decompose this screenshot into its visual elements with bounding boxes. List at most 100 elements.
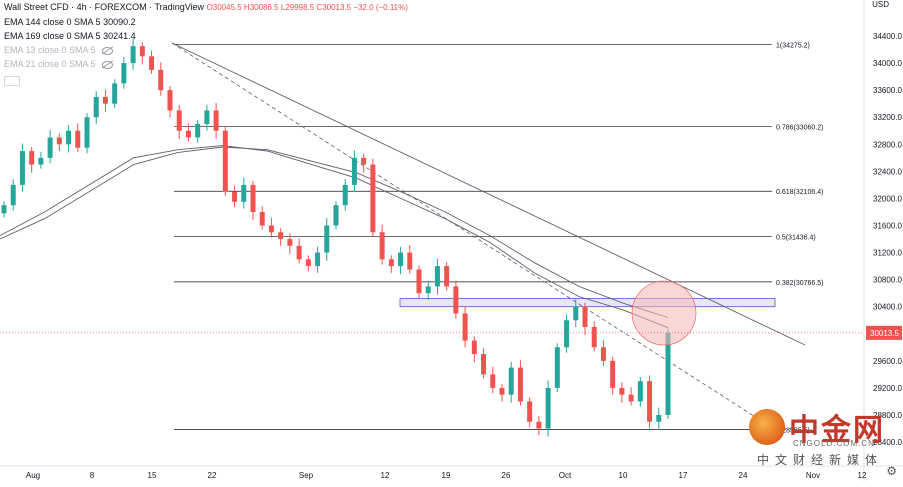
candle: [351, 150, 357, 192]
indicator-ema13[interactable]: EMA 13 close 0 SMA 5: [4, 45, 114, 55]
candle-body: [425, 286, 431, 294]
candle-body: [564, 320, 570, 348]
candle: [287, 233, 293, 254]
indicator-ema21[interactable]: EMA 21 close 0 SMA 5: [4, 59, 114, 69]
candle: [434, 258, 440, 295]
candle: [545, 380, 551, 437]
candle-body: [554, 347, 560, 388]
y-tick-label: 31200.0: [873, 249, 902, 258]
candle: [361, 153, 367, 173]
candle: [213, 102, 219, 139]
candle-body: [10, 184, 16, 206]
trendlines: [171, 42, 806, 421]
candle: [149, 50, 155, 74]
x-tick-label: 22: [208, 471, 217, 480]
y-tick-label: 33200.0: [873, 113, 902, 122]
candle: [305, 255, 311, 272]
candle: [10, 179, 16, 211]
candle-body: [628, 394, 634, 402]
indicator-label: EMA 21 close 0 SMA 5: [4, 59, 96, 69]
candle-body: [619, 387, 625, 395]
candle: [398, 246, 404, 275]
candle-body: [204, 110, 210, 124]
fib-label: 1(34275.2): [776, 42, 810, 49]
candle: [554, 343, 560, 392]
candle-body: [398, 252, 404, 267]
candle: [656, 407, 662, 430]
candle-body: [259, 211, 265, 226]
y-tick-label: 31600.0: [873, 221, 902, 230]
candle: [407, 245, 413, 274]
chart-title: Wall Street CFD · 4h · FOREXCOM · Tradin…: [4, 2, 205, 12]
logo-mark: [749, 409, 785, 445]
candle: [268, 218, 274, 238]
collapse-legend-button[interactable]: [4, 76, 20, 86]
candle: [121, 57, 127, 89]
indicator-ema144[interactable]: EMA 144 close 0 SMA 5 30090.2: [4, 17, 136, 27]
fib-levels: 1(34275.2) 0.786(33060.2) 0.618(32106.4) 0.…: [174, 42, 823, 434]
eye-off-icon[interactable]: [102, 46, 114, 55]
candle-body: [333, 205, 339, 226]
candle: [296, 238, 302, 264]
x-tick-label: 17: [679, 471, 688, 480]
y-tick-label: 28400.0: [873, 438, 902, 447]
candle: [481, 348, 487, 379]
candle: [564, 314, 570, 353]
candle-body: [434, 266, 440, 287]
candle-body: [324, 225, 330, 253]
logo-text: 中金网: [789, 413, 885, 448]
eye-off-icon[interactable]: [102, 60, 114, 69]
candle: [232, 185, 238, 208]
currency-label[interactable]: USD: [872, 0, 889, 9]
current-price-label: 30013.5: [870, 329, 899, 338]
y-tick-label: 29600.0: [873, 357, 902, 366]
candle: [204, 104, 210, 131]
y-tick-label: 30400.0: [873, 303, 902, 312]
x-tick-label: 24: [739, 471, 748, 480]
candle-body: [93, 96, 99, 118]
candle: [315, 246, 321, 273]
candle-body: [361, 157, 367, 165]
candle: [573, 299, 579, 328]
fib-label: 0.618(32106.4): [776, 189, 823, 196]
current-price-marker: 30013.5: [0, 325, 902, 340]
candle-body: [232, 191, 238, 202]
current-price-tag: [866, 325, 902, 340]
fib-label: 0.382(30766.5): [776, 280, 823, 287]
y-tick-label: 32800.0: [873, 140, 902, 149]
candle-body: [213, 110, 219, 131]
candle: [241, 177, 247, 209]
candle: [342, 179, 348, 211]
candle-body: [278, 232, 284, 240]
candle-body: [139, 46, 145, 57]
candle: [139, 42, 145, 65]
trendline-upper: [171, 42, 806, 346]
candle: [647, 375, 653, 429]
candle-body: [84, 117, 90, 148]
candle: [250, 180, 256, 221]
indicator-value: 30241.4: [103, 31, 136, 41]
gear-icon[interactable]: ⚙: [886, 464, 897, 478]
ema-line-169: [0, 146, 669, 318]
y-tick-label: 34000.0: [873, 59, 902, 68]
candle: [66, 124, 72, 153]
fib-label: 0.5(31436.4): [776, 235, 816, 242]
candle: [102, 89, 108, 112]
candle: [84, 113, 90, 154]
candles: [1, 38, 671, 437]
candle-body: [315, 252, 321, 267]
candle-body: [75, 130, 81, 148]
candle-body: [610, 360, 616, 388]
candle-body: [342, 184, 348, 206]
candle: [416, 265, 422, 299]
candle-body: [149, 56, 155, 70]
indicator-ema169[interactable]: EMA 169 close 0 SMA 5 30241.4: [4, 31, 136, 41]
fib-label: 0.786(33060.2): [776, 125, 823, 132]
candle: [38, 152, 44, 169]
y-tick-label: 32000.0: [873, 194, 902, 203]
candle: [610, 356, 616, 395]
fib-label: 0(28585.5): [776, 427, 810, 434]
candle-body: [416, 269, 422, 294]
